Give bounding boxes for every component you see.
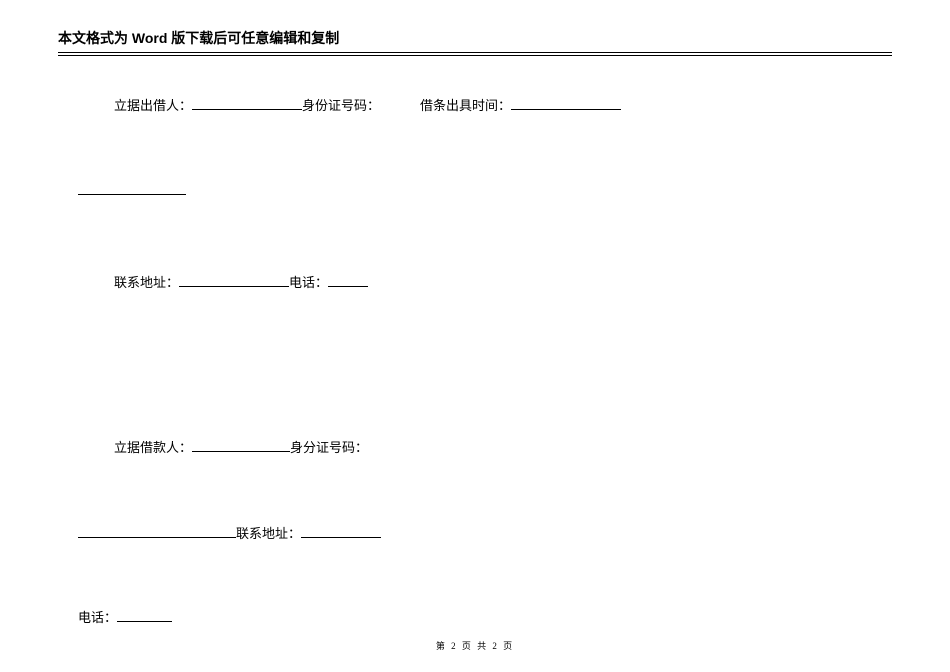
- continuation-blank-line: [58, 181, 892, 200]
- borrower-address-label: 联系地址：: [236, 525, 301, 543]
- lender-line: 立据出借人： 身份证号码： 借条出具时间：: [58, 96, 892, 115]
- borrower-phone-blank: [117, 608, 172, 622]
- phone-label: 电话：: [289, 274, 328, 292]
- borrower-id-label: 身分证号码：: [290, 439, 368, 457]
- document-content: 立据出借人： 身份证号码： 借条出具时间： 联系地址： 电话： 立据借款人： 身…: [58, 96, 892, 627]
- lender-id-label: 身份证号码：: [302, 97, 380, 115]
- vertical-spacer: [58, 543, 892, 608]
- issue-time-label: 借条出具时间：: [420, 97, 511, 115]
- lender-label: 立据出借人：: [114, 97, 192, 115]
- borrower-label: 立据借款人：: [114, 439, 192, 457]
- page-header: 本文格式为 Word 版下载后可任意编辑和复制: [58, 28, 892, 53]
- borrower-line: 立据借款人： 身分证号码：: [58, 438, 892, 457]
- vertical-spacer: [58, 457, 892, 524]
- borrower-address-blank: [301, 524, 381, 538]
- phone-blank: [328, 273, 368, 287]
- continuation-blank: [78, 524, 236, 538]
- borrower-phone-label: 电话：: [78, 609, 117, 627]
- issue-time-blank: [511, 96, 621, 110]
- lender-contact-line: 联系地址： 电话：: [58, 273, 892, 292]
- borrower-phone-line: 电话：: [58, 608, 892, 627]
- vertical-spacer: [58, 293, 892, 438]
- address-label: 联系地址：: [114, 274, 179, 292]
- vertical-spacer: [58, 115, 892, 181]
- address-blank: [179, 273, 289, 287]
- header-rule: [58, 55, 892, 56]
- continuation-blank: [78, 181, 186, 195]
- page-footer: 第 2 页 共 2 页: [0, 639, 950, 652]
- borrower-name-blank: [192, 438, 290, 452]
- vertical-spacer: [58, 200, 892, 273]
- borrower-contact-line: 联系地址：: [58, 524, 892, 543]
- lender-name-blank: [192, 96, 302, 110]
